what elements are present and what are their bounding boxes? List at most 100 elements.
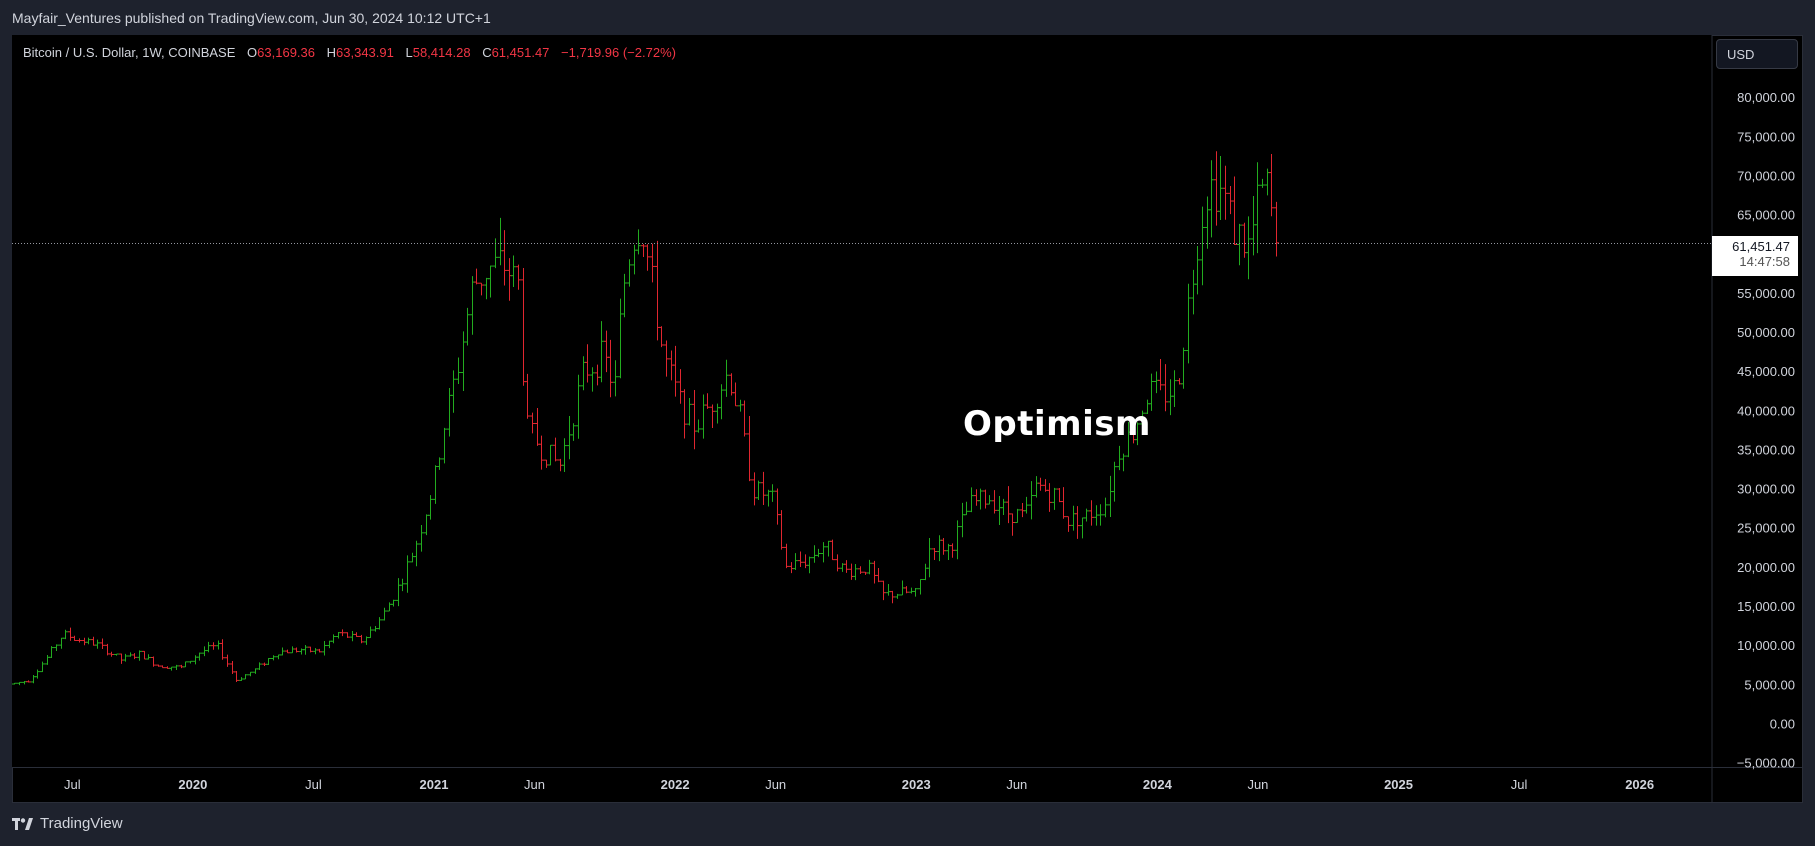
ohlc-bar — [964, 501, 969, 516]
ohlc-bar — [12, 682, 17, 685]
ohlc-bar — [211, 642, 216, 650]
ohlc-bar — [1010, 513, 1015, 536]
ohlc-bar — [1112, 461, 1117, 502]
ohlc-bar — [86, 637, 91, 645]
ohlc-bar — [114, 653, 119, 656]
ohlc-bar — [146, 654, 151, 660]
ohlc-bar — [858, 566, 863, 574]
ohlc-bar — [784, 543, 789, 569]
ohlc-bar — [197, 652, 202, 661]
ohlc-bar — [987, 495, 992, 505]
ohlc-bar — [895, 593, 900, 599]
ohlc-bar — [225, 654, 230, 667]
x-tick-label: 2024 — [1143, 777, 1173, 792]
ohlc-bar — [442, 427, 447, 464]
ohlc-bar — [627, 259, 632, 287]
ohlc-bar — [742, 400, 747, 437]
ohlc-bar — [816, 548, 821, 558]
ohlc-bar — [756, 480, 761, 501]
currency-button[interactable]: USD — [1716, 39, 1798, 69]
ohlc-bar — [72, 635, 77, 641]
ohlc-bar — [807, 556, 812, 574]
ohlc-bar — [830, 539, 835, 561]
ohlc-bar — [821, 542, 826, 563]
ohlc-bar — [1103, 497, 1108, 518]
price-chart[interactable]: 85,000.0080,000.0075,000.0070,000.0065,0… — [12, 35, 1803, 803]
ohlc-bar — [243, 674, 248, 680]
y-tick-label: 50,000.00 — [1737, 325, 1795, 340]
legend-close-value: 61,451.47 — [491, 45, 550, 60]
x-tick-label: 2025 — [1384, 777, 1413, 792]
publisher-line: Mayfair_Ventures published on TradingVie… — [12, 10, 491, 26]
ohlc-bar — [206, 641, 211, 653]
ohlc-bar — [724, 359, 729, 397]
ohlc-bar — [405, 555, 410, 593]
ohlc-bar — [779, 510, 784, 550]
ohlc-bar — [1126, 421, 1131, 458]
ohlc-bar — [266, 657, 271, 666]
ohlc-bar — [40, 661, 45, 673]
ohlc-bar — [955, 520, 960, 560]
ohlc-bar — [17, 681, 22, 686]
plot-area — [12, 35, 1712, 767]
ohlc-bar — [853, 564, 858, 581]
ohlc-bar — [322, 641, 327, 656]
ohlc-bar — [1084, 508, 1089, 522]
legend-low-label: L — [405, 45, 413, 60]
ohlc-bar — [881, 580, 886, 601]
ohlc-bar — [687, 397, 692, 426]
x-tick-label: 2023 — [902, 777, 931, 792]
tradingview-logo[interactable]: TradingView — [12, 815, 123, 832]
ohlc-bar — [876, 567, 881, 583]
ohlc-bar — [553, 437, 558, 462]
ohlc-bar — [488, 265, 493, 298]
ohlc-bar — [705, 393, 710, 409]
legend-close-label: C — [482, 45, 492, 60]
ohlc-bar — [391, 599, 396, 607]
legend-high-value: 63,343.91 — [336, 45, 394, 60]
ohlc-bar — [941, 538, 946, 555]
ohlc-bar — [969, 487, 974, 513]
ohlc-bar — [234, 670, 239, 683]
y-tick-label: 80,000.00 — [1737, 90, 1795, 105]
ohlc-bar — [770, 484, 775, 502]
legend-symbol: Bitcoin / U.S. Dollar, 1W, COINBASE — [23, 45, 236, 60]
ohlc-bar — [303, 645, 308, 655]
ohlc-bar — [331, 634, 336, 644]
legend-low-value: 58,414.28 — [412, 45, 471, 60]
ohlc-bar — [280, 647, 285, 656]
ohlc-bar — [913, 587, 918, 597]
ohlc-bar — [340, 629, 345, 637]
ohlc-bar — [132, 653, 137, 660]
ohlc-bar — [516, 264, 521, 290]
ohlc-bar — [904, 586, 909, 594]
ohlc-bar — [1024, 496, 1029, 514]
legend-change: −1,719.96 (−2.72%) — [561, 45, 676, 60]
ohlc-bar — [1149, 373, 1154, 411]
ohlc-bar — [1089, 500, 1094, 526]
ohlc-bar — [35, 669, 40, 679]
y-tick-label: 0.00 — [1770, 716, 1795, 731]
ohlc-bar — [890, 590, 895, 604]
ohlc-bar — [77, 638, 82, 643]
ohlc-bar — [100, 638, 105, 650]
ohlc-bar — [1246, 216, 1251, 280]
annotation-text[interactable]: Optimism — [963, 404, 1151, 444]
ohlc-bar — [294, 647, 299, 653]
ohlc-bar — [1038, 477, 1043, 491]
ohlc-bar — [1158, 359, 1163, 391]
ohlc-bar — [793, 553, 798, 570]
ohlc-bar — [49, 646, 54, 658]
ohlc-bar — [1209, 160, 1214, 238]
ohlc-bar — [220, 639, 225, 660]
ohlc-bar — [123, 653, 128, 662]
ohlc-bar — [1218, 155, 1223, 220]
ohlc-bar — [1260, 178, 1265, 188]
ohlc-bar — [169, 666, 174, 671]
ohlc-bar — [622, 273, 627, 318]
y-tick-label: 40,000.00 — [1737, 403, 1795, 418]
ohlc-bar — [696, 419, 701, 433]
ohlc-bar — [1015, 508, 1020, 524]
ohlc-bar — [932, 547, 937, 560]
ohlc-bar — [1066, 516, 1071, 532]
